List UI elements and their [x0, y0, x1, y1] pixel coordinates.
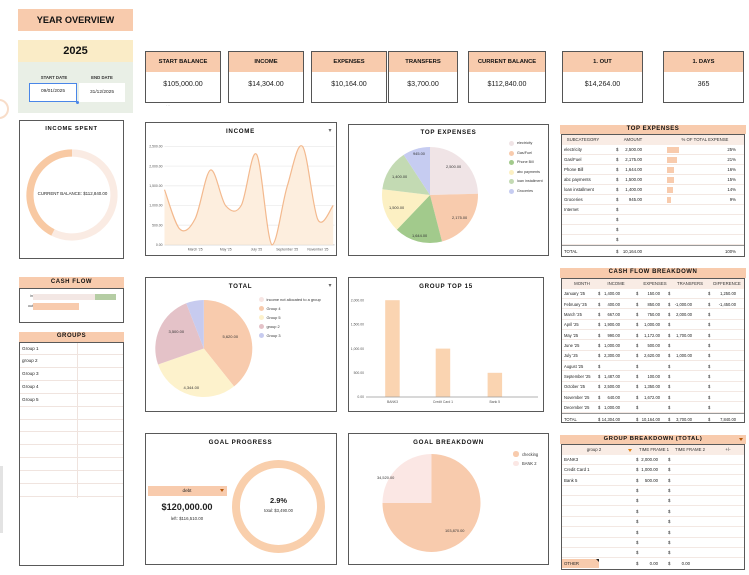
svg-text:2,500.00: 2,500.00 — [149, 145, 162, 149]
svg-text:September '25: September '25 — [276, 248, 298, 252]
svg-text:Bank 5: Bank 5 — [490, 400, 501, 404]
svg-text:November '25: November '25 — [307, 248, 328, 252]
svg-text:1,000.00: 1,000.00 — [351, 347, 364, 351]
svg-text:1,500.00: 1,500.00 — [149, 184, 162, 188]
svg-text:1,500.00: 1,500.00 — [351, 323, 364, 327]
svg-text:2,000.00: 2,000.00 — [351, 298, 364, 302]
svg-text:500.00: 500.00 — [354, 371, 364, 375]
svg-text:0.00: 0.00 — [155, 243, 162, 247]
svg-text:500.00: 500.00 — [152, 223, 162, 227]
svg-text:May '25: May '25 — [219, 248, 231, 252]
svg-text:1,000.00: 1,000.00 — [149, 204, 162, 208]
svg-text:2,000.00: 2,000.00 — [149, 164, 162, 168]
svg-text:Credit Card 1: Credit Card 1 — [433, 400, 453, 404]
svg-text:BANK3: BANK3 — [387, 400, 398, 404]
svg-text:July '25: July '25 — [250, 248, 262, 252]
svg-text:March '25: March '25 — [187, 248, 202, 252]
svg-text:0.00: 0.00 — [357, 395, 364, 399]
